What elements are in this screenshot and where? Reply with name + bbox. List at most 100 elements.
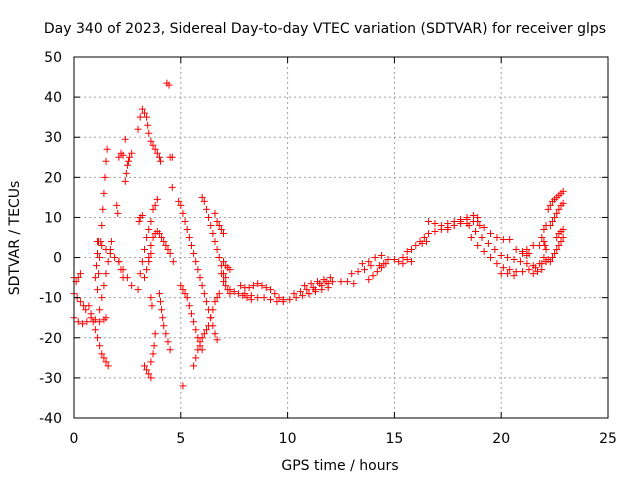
data-point: [499, 236, 507, 244]
x-tick-labels: 0 5 10 15 20 25: [70, 431, 617, 447]
data-point: [159, 314, 167, 322]
data-point: [85, 302, 93, 310]
data-point: [286, 296, 294, 304]
data-point: [493, 260, 501, 268]
data-point: [529, 242, 537, 250]
data-point: [480, 223, 488, 231]
data-point: [166, 346, 174, 354]
data-point: [220, 229, 228, 237]
data-point: [92, 262, 100, 270]
x-tick-label: 25: [599, 431, 617, 447]
data-point: [102, 270, 110, 278]
data-point: [213, 294, 221, 302]
data-point: [134, 125, 142, 133]
data-point: [305, 290, 313, 298]
data-point: [273, 298, 281, 306]
data-point: [290, 290, 298, 298]
data-point: [213, 217, 221, 225]
data-point: [220, 278, 228, 286]
data-point: [117, 266, 125, 274]
data-point: [200, 290, 208, 298]
data-point: [420, 234, 428, 241]
data-point: [101, 173, 109, 181]
y-tick-label: 10: [44, 210, 62, 226]
data-point: [177, 201, 185, 209]
x-tick-label: 15: [385, 431, 403, 447]
data-point: [553, 234, 561, 241]
data-point: [168, 153, 176, 161]
data-point: [226, 266, 234, 274]
data-point: [213, 336, 221, 344]
data-point: [175, 197, 183, 205]
data-point: [504, 270, 512, 278]
data-point: [121, 177, 129, 185]
x-tick-label: 10: [279, 431, 297, 447]
data-point: [444, 225, 452, 233]
data-point: [247, 292, 255, 300]
data-point: [523, 252, 531, 260]
data-point: [559, 187, 567, 195]
data-point: [318, 282, 326, 290]
data-point: [457, 217, 465, 225]
data-point: [299, 292, 307, 300]
data-point: [155, 290, 163, 298]
data-point: [512, 246, 520, 254]
data-point: [343, 278, 351, 286]
data-point: [160, 238, 168, 246]
data-point: [202, 205, 210, 213]
data-point: [215, 221, 223, 229]
data-point: [194, 346, 202, 354]
data-point: [540, 225, 548, 233]
data-point: [198, 282, 206, 290]
data-point: [407, 246, 415, 254]
data-point: [211, 209, 219, 217]
data-point: [523, 246, 531, 254]
data-point: [207, 221, 215, 229]
data-point: [93, 238, 101, 246]
data-point: [140, 246, 148, 254]
data-point: [98, 350, 106, 358]
data-point: [474, 217, 482, 225]
data-point: [166, 250, 174, 258]
data-point: [465, 221, 473, 229]
data-point: [487, 229, 495, 237]
data-point: [320, 276, 328, 284]
data-point: [181, 290, 189, 298]
data-point: [525, 266, 533, 274]
data-point: [275, 294, 283, 302]
data-point: [328, 278, 336, 286]
data-point: [136, 270, 144, 278]
data-point: [348, 270, 356, 278]
data-point: [211, 330, 219, 338]
data-point: [559, 234, 567, 241]
data-point: [245, 284, 253, 292]
data-point: [162, 242, 170, 250]
data-point: [262, 284, 270, 292]
data-point: [126, 153, 134, 161]
data-point: [531, 264, 539, 272]
data-point: [534, 268, 542, 276]
y-tick-label: -40: [39, 411, 62, 427]
data-point: [169, 258, 177, 266]
data-point: [165, 81, 173, 89]
data-point: [267, 286, 275, 294]
data-point: [541, 242, 549, 250]
data-point: [350, 280, 358, 288]
data-point: [143, 113, 151, 121]
data-point: [215, 290, 223, 298]
data-point: [557, 238, 565, 246]
data-point: [555, 205, 563, 213]
data-point: [202, 326, 210, 334]
data-point: [217, 270, 225, 278]
data-point: [301, 282, 309, 290]
data-point: [96, 318, 104, 326]
data-point: [122, 169, 130, 177]
y-tick-label: -20: [39, 331, 62, 347]
data-point: [437, 221, 445, 229]
data-point: [128, 282, 136, 290]
data-point: [140, 362, 148, 370]
data-point: [403, 256, 411, 264]
data-point: [100, 282, 108, 290]
data-point: [93, 286, 101, 294]
